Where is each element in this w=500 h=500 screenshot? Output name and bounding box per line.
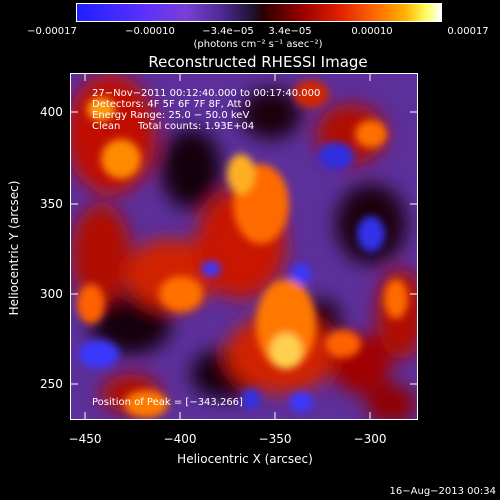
energy-range-text: Energy Range: 25.0 − 50.0 keV	[92, 110, 250, 121]
detectors-text: Detectors: 4F 5F 6F 7F 8F, Att 0	[92, 99, 252, 110]
colorbar-tick-label: 0.00010	[351, 26, 393, 37]
y-tick-label: 350	[40, 197, 63, 211]
algorithm-text: Clean	[92, 121, 121, 132]
total-counts-text: Total counts: 1.93E+04	[138, 121, 255, 132]
colorbar-tick-label: −0.00017	[27, 26, 77, 37]
y-tick-label: 250	[40, 377, 63, 391]
colorbar-tick-label: −3.4e−05	[202, 26, 254, 37]
colorbar-unit: (photons cm⁻² s⁻¹ asec⁻²)	[193, 39, 323, 50]
x-tick-label: −450	[68, 432, 102, 446]
colorbar-tick-label: −0.00010	[125, 26, 175, 37]
colorbar-tick-label: 0.00017	[447, 26, 489, 37]
y-tick-label: 400	[40, 105, 63, 119]
colorbar-tick-label: 3.4e−05	[268, 26, 312, 37]
colorbar	[76, 3, 442, 22]
peak-position-text: Position of Peak = [−343,266]	[92, 397, 243, 408]
x-tick-label: −350	[258, 432, 292, 446]
flux-map	[71, 74, 417, 419]
timestamp-footer: 16−Aug−2013 00:34	[389, 486, 496, 497]
time-range-text: 27−Nov−2011 00:12:40.000 to 00:17:40.000	[92, 88, 321, 99]
x-tick-label: −400	[163, 432, 197, 446]
x-axis-label: Heliocentric X (arcsec)	[177, 452, 313, 466]
x-tick-label: −300	[353, 432, 387, 446]
image-title: Reconstructed RHESSI Image	[148, 53, 368, 71]
y-tick-label: 300	[40, 287, 63, 301]
image-panel: 27−Nov−2011 00:12:40.000 to 00:17:40.000…	[70, 73, 418, 420]
